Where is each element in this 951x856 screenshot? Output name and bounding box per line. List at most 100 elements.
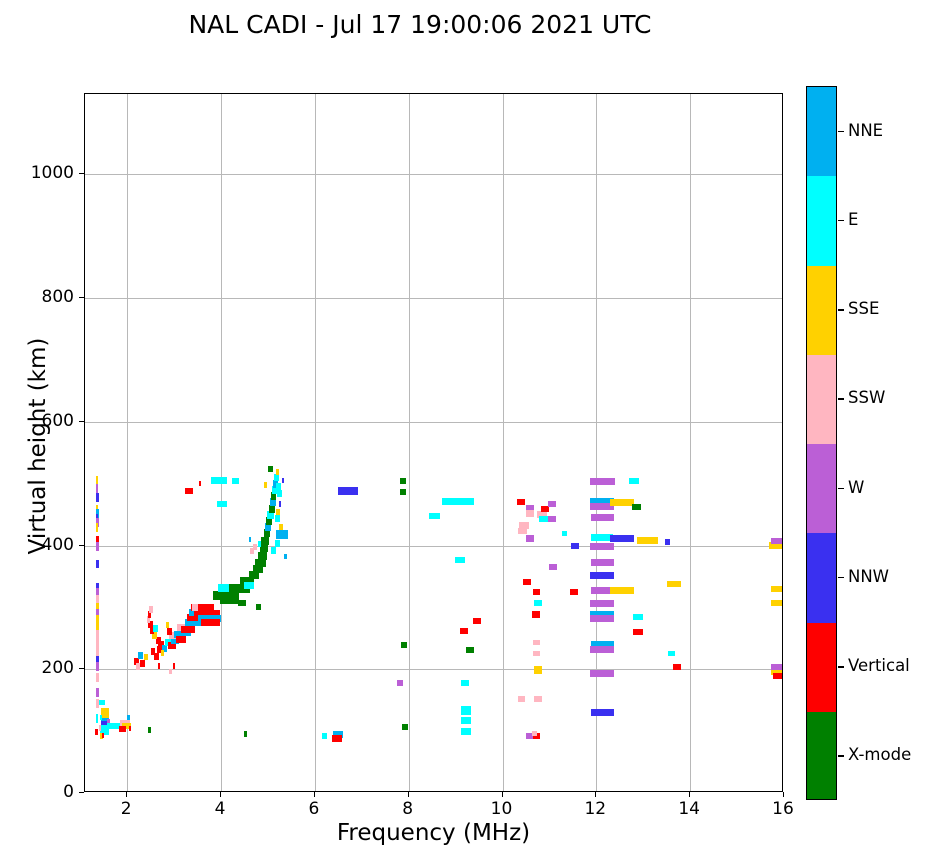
colorbar-label: W bbox=[848, 477, 865, 497]
echo-mark bbox=[771, 663, 782, 670]
echo-mark bbox=[533, 696, 542, 702]
echo-mark bbox=[96, 655, 99, 665]
echo-mark bbox=[98, 725, 102, 731]
echo-mark bbox=[172, 663, 176, 670]
echo-mark bbox=[96, 508, 99, 518]
echo-mark bbox=[333, 731, 344, 739]
colorbar-segment bbox=[807, 87, 836, 177]
echo-mark bbox=[460, 706, 472, 716]
echo-mark bbox=[144, 653, 148, 660]
echo-mark bbox=[157, 663, 161, 670]
echo-mark bbox=[192, 603, 198, 611]
colorbar-segment bbox=[807, 444, 836, 534]
echo-mark bbox=[332, 735, 343, 743]
echo-mark bbox=[400, 477, 406, 484]
echo-mark bbox=[770, 668, 782, 675]
echo-mark bbox=[665, 538, 670, 545]
x-tick-label: 8 bbox=[402, 799, 414, 819]
echo-mark bbox=[397, 679, 403, 686]
echo-mark bbox=[268, 465, 273, 472]
echo-mark bbox=[187, 613, 207, 621]
colorbar-tick bbox=[838, 309, 844, 311]
y-tick-label: 200 bbox=[41, 658, 74, 679]
echo-mark bbox=[260, 544, 269, 552]
x-tick-label: 16 bbox=[772, 799, 794, 819]
echo-mark bbox=[148, 621, 153, 629]
echo-mark bbox=[267, 510, 274, 519]
x-tick-label: 2 bbox=[120, 799, 132, 819]
echo-mark bbox=[210, 477, 227, 485]
gridline-vertical bbox=[596, 94, 598, 791]
echo-mark bbox=[96, 630, 99, 640]
echo-mark bbox=[526, 732, 533, 739]
y-axis-label: Virtual height (km) bbox=[25, 337, 51, 555]
echo-mark bbox=[96, 608, 99, 618]
echo-mark bbox=[198, 480, 202, 486]
colorbar-tick bbox=[838, 576, 844, 579]
colorbar-label: Vertical bbox=[848, 656, 910, 676]
echo-mark bbox=[96, 588, 99, 598]
echo-mark bbox=[190, 603, 215, 611]
colorbar-segment bbox=[807, 711, 836, 799]
echo-mark bbox=[548, 516, 556, 522]
echo-mark bbox=[161, 644, 168, 652]
echo-mark bbox=[148, 610, 152, 618]
echo-mark bbox=[169, 632, 176, 640]
echo-mark bbox=[95, 523, 99, 533]
echo-mark bbox=[231, 478, 239, 485]
y-tick bbox=[79, 792, 84, 793]
x-tick-label: 4 bbox=[214, 799, 226, 819]
echo-mark bbox=[531, 730, 538, 736]
echo-mark bbox=[255, 558, 266, 567]
echo-mark bbox=[533, 733, 540, 740]
echo-mark bbox=[99, 700, 105, 706]
echo-mark bbox=[441, 497, 475, 505]
x-tick-label: 12 bbox=[584, 799, 607, 819]
echo-mark bbox=[255, 604, 262, 611]
echo-mark bbox=[148, 726, 152, 733]
echo-mark bbox=[100, 707, 109, 714]
echo-mark bbox=[160, 650, 165, 657]
echo-mark bbox=[96, 643, 99, 653]
colorbar-label: NNW bbox=[848, 566, 890, 586]
colorbar-tick bbox=[838, 398, 844, 400]
echo-mark bbox=[590, 534, 614, 541]
echo-mark bbox=[274, 474, 279, 481]
echo-mark bbox=[455, 557, 466, 564]
echo-mark bbox=[590, 615, 614, 623]
echo-mark bbox=[257, 551, 267, 560]
echo-mark bbox=[194, 610, 220, 618]
gridline-horizontal bbox=[85, 545, 782, 547]
echo-mark bbox=[95, 728, 99, 735]
echo-mark bbox=[212, 590, 239, 600]
echo-mark bbox=[429, 512, 440, 519]
x-axis-label: Frequency (MHz) bbox=[336, 820, 531, 846]
gridline-horizontal bbox=[85, 421, 782, 423]
echo-mark bbox=[460, 627, 468, 634]
echo-mark bbox=[769, 542, 782, 550]
x-tick bbox=[313, 792, 315, 797]
echo-mark bbox=[525, 534, 534, 542]
echo-mark bbox=[100, 732, 103, 739]
echo-mark bbox=[198, 615, 221, 623]
echo-mark bbox=[96, 636, 99, 646]
echo-mark bbox=[276, 529, 288, 539]
echo-mark bbox=[668, 651, 675, 657]
echo-mark bbox=[119, 726, 126, 733]
echo-mark bbox=[137, 652, 144, 660]
echo-mark bbox=[139, 659, 145, 667]
echo-mark bbox=[184, 488, 194, 495]
echo-mark bbox=[165, 621, 169, 628]
echo-mark bbox=[101, 733, 105, 738]
echo-mark bbox=[220, 596, 239, 604]
x-tick bbox=[126, 792, 128, 797]
echo-mark bbox=[517, 527, 527, 534]
echo-mark bbox=[248, 536, 252, 542]
colorbar-segment bbox=[807, 533, 836, 624]
echo-mark bbox=[126, 715, 130, 720]
echo-mark bbox=[534, 599, 542, 606]
echo-mark bbox=[135, 663, 141, 671]
echo-mark bbox=[96, 542, 99, 552]
echo-mark bbox=[590, 478, 615, 486]
